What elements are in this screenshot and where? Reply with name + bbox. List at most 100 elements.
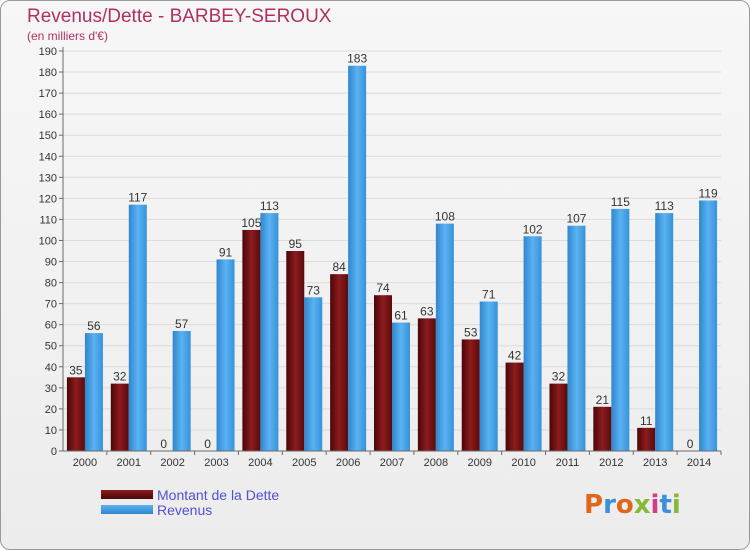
revenus-bar xyxy=(655,213,674,451)
y-tick-label: 50 xyxy=(45,341,57,353)
dette-value-label: 35 xyxy=(69,363,83,377)
x-tick-label: 2008 xyxy=(424,457,448,469)
revenus-bar xyxy=(216,259,235,451)
revenus-value-label: 71 xyxy=(482,288,496,302)
revenus-bar xyxy=(392,322,410,451)
dette-value-label: 53 xyxy=(464,325,478,339)
x-tick-label: 2009 xyxy=(467,457,491,469)
dette-bar xyxy=(374,295,392,451)
x-tick-label: 2006 xyxy=(336,457,360,469)
x-tick-label: 2004 xyxy=(248,457,272,469)
dette-value-label: 42 xyxy=(508,349,522,363)
dette-bar xyxy=(242,229,261,451)
dette-bar xyxy=(637,427,656,451)
y-tick-label: 20 xyxy=(45,404,57,416)
y-tick-label: 60 xyxy=(45,320,57,332)
x-tick-label: 2014 xyxy=(687,457,711,469)
dette-value-label: 95 xyxy=(289,237,303,251)
y-tick-label: 0 xyxy=(51,446,57,458)
y-tick-label: 140 xyxy=(39,151,57,163)
y-tick-label: 170 xyxy=(39,88,57,100)
dette-bar xyxy=(417,318,436,451)
dette-value-label: 0 xyxy=(204,437,211,451)
y-tick-label: 10 xyxy=(45,425,57,437)
revenus-value-label: 73 xyxy=(307,283,321,297)
legend-label-revenus: Revenus xyxy=(157,501,213,518)
x-tick-label: 2001 xyxy=(117,457,141,469)
x-tick-label: 2013 xyxy=(643,457,667,469)
logo-letter: i xyxy=(671,490,681,520)
dette-bar xyxy=(110,383,129,451)
y-tick-label: 30 xyxy=(45,383,57,395)
x-tick-label: 2011 xyxy=(556,457,580,469)
revenus-bar xyxy=(567,225,586,451)
logo-letter: i xyxy=(650,490,660,520)
revenus-value-label: 61 xyxy=(394,309,408,323)
dette-bar xyxy=(593,406,612,451)
logo-letter: t xyxy=(659,490,672,520)
revenus-bar xyxy=(260,213,279,451)
y-tick-label: 90 xyxy=(45,257,57,269)
dette-bar xyxy=(461,339,480,451)
y-tick-label: 110 xyxy=(39,214,57,226)
revenus-bar xyxy=(84,333,103,451)
dette-value-label: 74 xyxy=(376,281,390,295)
revenus-value-label: 57 xyxy=(175,317,189,331)
revenus-value-label: 91 xyxy=(219,245,233,259)
x-tick-label: 2003 xyxy=(204,457,228,469)
dette-value-label: 32 xyxy=(113,370,127,384)
legend-swatch-dette xyxy=(101,490,153,499)
y-tick-label: 160 xyxy=(39,109,57,121)
logo-letter: x xyxy=(633,490,651,520)
revenus-value-label: 108 xyxy=(435,210,455,224)
y-tick-label: 130 xyxy=(39,172,57,184)
dette-value-label: 63 xyxy=(420,304,434,318)
y-tick-label: 150 xyxy=(39,130,57,142)
y-tick-label: 190 xyxy=(39,46,57,58)
chart-title: Revenus/Dette - BARBEY-SEROUX xyxy=(27,6,332,27)
legend-item-dette: Montant de la Dette xyxy=(101,486,280,503)
dette-bar xyxy=(505,362,524,451)
y-tick-label: 70 xyxy=(45,299,57,311)
dette-value-label: 0 xyxy=(160,437,167,451)
revenus-value-label: 117 xyxy=(128,191,147,205)
y-tick-label: 100 xyxy=(39,235,57,247)
revenus-bar xyxy=(348,65,367,451)
revenus-bar xyxy=(435,223,454,451)
chart-subtitle: (en milliers d'€) xyxy=(27,29,108,43)
revenus-bar xyxy=(172,331,191,451)
revenus-value-label: 113 xyxy=(260,199,279,213)
y-tick-label: 120 xyxy=(39,193,57,205)
revenus-value-label: 56 xyxy=(87,319,101,333)
dette-bar xyxy=(286,251,305,451)
proxiti-logo: Proxiti xyxy=(584,490,681,520)
dette-value-label: 105 xyxy=(241,216,261,230)
x-tick-label: 2005 xyxy=(292,457,316,469)
revenus-value-label: 113 xyxy=(655,199,674,213)
x-tick-label: 2012 xyxy=(599,457,623,469)
logo-letter: P xyxy=(584,490,604,520)
dette-value-label: 21 xyxy=(596,393,610,407)
legend-label-dette: Montant de la Dette xyxy=(157,486,280,503)
revenus-bar xyxy=(699,200,718,451)
revenus-bar xyxy=(304,297,323,451)
x-tick-label: 2007 xyxy=(380,457,404,469)
x-tick-label: 2002 xyxy=(160,457,184,469)
dette-value-label: 0 xyxy=(687,437,694,451)
revenus-value-label: 183 xyxy=(347,52,367,66)
logo-letter: o xyxy=(615,490,634,520)
revenus-bar xyxy=(611,208,630,451)
dette-bar xyxy=(549,383,568,451)
dette-value-label: 11 xyxy=(640,414,653,428)
revenus-value-label: 107 xyxy=(566,212,586,226)
revenus-value-label: 119 xyxy=(698,186,717,200)
x-tick-label: 2010 xyxy=(511,457,535,469)
y-tick-label: 40 xyxy=(45,362,57,374)
dette-value-label: 32 xyxy=(552,370,566,384)
revenus-bar xyxy=(128,204,147,451)
y-tick-label: 80 xyxy=(45,278,57,290)
legend-item-revenus: Revenus xyxy=(101,501,279,518)
revenus-value-label: 115 xyxy=(611,195,630,209)
